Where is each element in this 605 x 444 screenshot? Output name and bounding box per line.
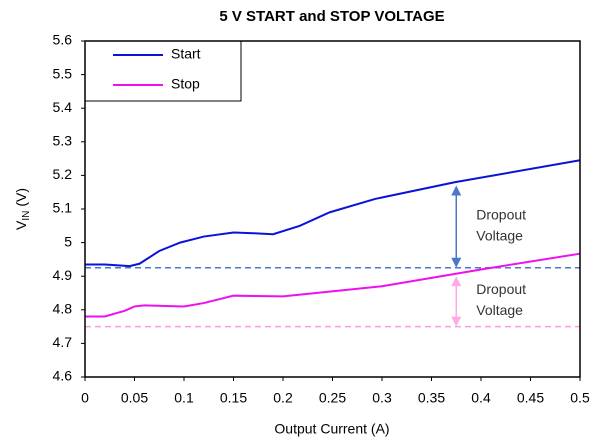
- y-tick-label: 5.5: [53, 65, 73, 81]
- y-tick-label: 5.4: [53, 99, 73, 115]
- line-series: [85, 159, 581, 268]
- legend-box: [84, 40, 242, 102]
- annotation-bg: [472, 204, 545, 247]
- arrow-head: [451, 316, 462, 327]
- x-tick-label: 0.2: [273, 390, 293, 406]
- legend-label: Stop: [171, 76, 200, 92]
- x-tick-label: 0.05: [121, 390, 148, 406]
- y-label-main: V: [13, 220, 29, 230]
- annotation-text: Voltage: [476, 302, 523, 318]
- y-tick-label: 5.1: [53, 200, 73, 216]
- x-tick-label: 0.5: [570, 390, 590, 406]
- y-tick-label: 5.3: [53, 133, 73, 149]
- y-tick-label: 4.6: [53, 368, 73, 384]
- y-tick-label: 5.2: [53, 166, 73, 182]
- arrow-head: [451, 185, 462, 196]
- y-label-sub: IN: [21, 211, 32, 221]
- x-tick-label: 0.35: [418, 390, 445, 406]
- x-tick-label: 0: [81, 390, 89, 406]
- legend-label: Start: [171, 46, 201, 62]
- x-tick-label: 0.1: [174, 390, 194, 406]
- y-tick-label: 5.6: [53, 32, 73, 48]
- y-tick-label: 4.7: [53, 334, 73, 350]
- annotation-text: Voltage: [476, 227, 523, 243]
- plot-frame: [84, 40, 581, 378]
- chart-title: 5 V START and STOP VOLTAGE: [219, 8, 444, 25]
- x-tick-label: 0.15: [220, 390, 247, 406]
- annotation-bg: [472, 279, 545, 322]
- annotation-text: Dropout: [476, 206, 526, 222]
- x-tick-label: 0.45: [517, 390, 544, 406]
- y-axis-label: VIN (V): [13, 188, 32, 230]
- y-tick-label: 5: [64, 233, 72, 249]
- y-label-unit: (V): [13, 188, 29, 207]
- line-series: [85, 252, 581, 318]
- x-tick-label: 0.3: [372, 390, 392, 406]
- y-tick-label: 4.8: [53, 301, 73, 317]
- annotation-text: Dropout: [476, 281, 526, 297]
- x-tick-label: 0.4: [471, 390, 491, 406]
- y-tick-label: 4.9: [53, 267, 73, 283]
- arrow-head: [451, 257, 462, 268]
- arrow-head: [451, 276, 462, 287]
- x-axis-label: Output Current (A): [274, 421, 389, 437]
- x-tick-label: 0.25: [319, 390, 346, 406]
